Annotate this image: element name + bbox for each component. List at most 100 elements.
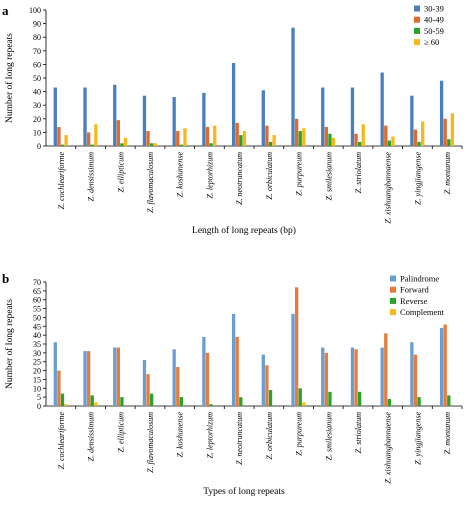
bar <box>172 97 176 146</box>
y-tick-label: 30 <box>33 101 41 110</box>
panel-label: a <box>2 3 9 18</box>
bar <box>291 27 295 146</box>
bar <box>324 126 328 146</box>
bar <box>268 390 273 406</box>
bar <box>265 125 269 146</box>
legend-label: 30-39 <box>424 4 444 14</box>
bar <box>57 126 61 146</box>
category-label: Z. neotruncatum <box>235 152 244 205</box>
y-tick-label: 90 <box>33 20 41 29</box>
legend-label: Forward <box>400 285 430 295</box>
bar <box>179 144 184 146</box>
category-label: Z. montanum <box>443 152 452 194</box>
bar <box>116 120 120 146</box>
bar <box>231 313 236 406</box>
category-label: Z. purpureum <box>295 152 304 196</box>
chart-panel-a: a 0 10 20 30 40 50 60 70 80 90 100 Number of long re… <box>2 3 463 236</box>
bar <box>298 131 302 146</box>
bar <box>439 80 444 146</box>
bar <box>94 402 98 406</box>
category-label: Z. orbiculatum <box>265 412 274 460</box>
bar <box>321 347 325 406</box>
bar <box>150 393 154 406</box>
category-label: Z. striolatum <box>354 412 363 454</box>
y-tick-label: 0 <box>37 402 41 411</box>
category-label: Z. smilesianum <box>324 152 333 201</box>
y-tick-label: 70 <box>33 278 41 287</box>
bar <box>410 342 414 406</box>
category-label: Z. leptorhizum <box>205 412 214 459</box>
legend-swatch <box>414 39 420 46</box>
bar <box>146 131 150 146</box>
bar <box>354 133 358 146</box>
bar <box>331 137 336 146</box>
category-label: Z. cochleariforme <box>57 152 66 210</box>
bar <box>235 336 239 406</box>
category-label: Z. purpureum <box>295 412 304 456</box>
bar <box>439 328 444 406</box>
y-tick-label: 65 <box>33 287 41 296</box>
category-label: Z. flavomaculosum <box>146 412 155 473</box>
category-label: Z. koshunense <box>176 152 185 198</box>
bar <box>447 395 451 406</box>
bar <box>410 95 414 146</box>
category-label: Z. striolatum <box>354 152 363 194</box>
category-label: Z. montanum <box>443 412 452 454</box>
y-tick-label: 55 <box>33 305 41 314</box>
bar <box>202 92 206 146</box>
y-tick-label: 100 <box>29 6 41 15</box>
bar <box>176 367 180 406</box>
bar <box>83 87 87 146</box>
bar <box>209 143 213 146</box>
bar <box>213 125 217 146</box>
bar <box>176 131 180 146</box>
y-tick-label: 70 <box>33 47 41 56</box>
category-label: Z. densissimum <box>87 152 96 202</box>
bar <box>294 287 299 406</box>
bar <box>146 374 150 406</box>
y-tick-label: 10 <box>33 384 41 393</box>
category-label: Z. ellipticum <box>116 412 125 453</box>
bar <box>90 395 94 406</box>
bar <box>142 95 147 146</box>
bar <box>183 128 187 146</box>
bar <box>153 143 157 146</box>
bar <box>417 397 421 406</box>
bar <box>361 124 365 146</box>
category-label: Z. flavomaculosum <box>146 152 155 213</box>
bar <box>57 370 61 406</box>
y-tick-label: 60 <box>33 60 41 69</box>
y-tick-label: 10 <box>33 128 41 137</box>
y-tick-label: 15 <box>33 375 41 384</box>
bar <box>64 135 68 146</box>
bar <box>358 141 362 146</box>
bar <box>261 354 265 406</box>
bar <box>261 90 265 146</box>
y-tick-label: 30 <box>33 349 41 358</box>
bar <box>380 72 384 146</box>
bar <box>350 87 355 146</box>
legend-swatch <box>390 297 396 304</box>
bar <box>421 121 425 146</box>
legend-swatch <box>414 16 420 23</box>
bar <box>291 313 295 406</box>
bar <box>239 135 243 146</box>
y-tick-label: 80 <box>33 33 41 42</box>
bar <box>53 342 57 406</box>
bar <box>202 336 206 406</box>
bar <box>123 137 128 146</box>
bar <box>86 132 91 146</box>
bar <box>294 118 299 146</box>
bar <box>384 333 388 406</box>
bar <box>450 113 455 146</box>
bar <box>94 124 98 146</box>
bar <box>53 87 57 146</box>
bar <box>268 141 273 146</box>
bar <box>447 139 451 146</box>
category-label: Z. smilesianum <box>324 412 333 461</box>
category-label: Z. orbiculatum <box>265 152 274 200</box>
bar <box>391 136 395 146</box>
